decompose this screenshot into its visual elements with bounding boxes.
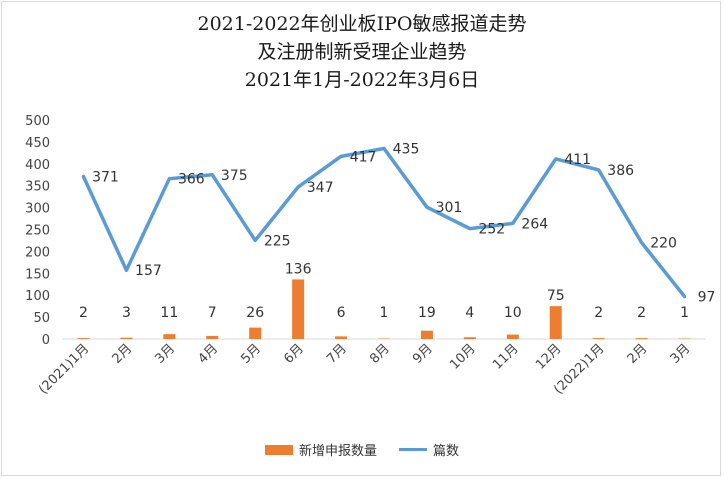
- line-label-12: 386: [607, 163, 634, 179]
- line-series-篇数: [81, 146, 687, 299]
- y-tick-label-3: 150: [25, 267, 50, 282]
- bar-0: [77, 338, 90, 339]
- line-label-14: 97: [698, 290, 716, 306]
- bar-label-0: 2: [79, 305, 88, 321]
- x-tick-label-3: 4月: [195, 341, 221, 367]
- line-label-9: 252: [478, 222, 505, 238]
- line-label-5: 347: [307, 180, 334, 196]
- x-tick-label-9: 10月: [447, 341, 478, 372]
- bar-label-8: 19: [418, 305, 436, 321]
- legend-label-bar: 新增申报数量: [298, 444, 377, 459]
- line-label-0: 371: [92, 170, 119, 186]
- legend-item-line: 篇数: [399, 440, 459, 459]
- chart-title-line-1: 2021-2022年创业板IPO敏感报道走势: [197, 13, 527, 35]
- bar-10: [506, 334, 519, 339]
- bar-label-4: 26: [246, 305, 264, 321]
- line-label-10: 264: [521, 216, 548, 232]
- bar-label-6: 6: [337, 305, 346, 321]
- bar-label-12: 2: [594, 305, 603, 321]
- y-tick-label-7: 350: [25, 180, 50, 195]
- bar-9: [463, 337, 476, 339]
- y-tick-label-1: 50: [33, 311, 50, 326]
- bar-1: [120, 337, 133, 339]
- chart-title-line-2: 及注册制新受理企业趋势: [257, 41, 467, 63]
- x-tick-label-2: 3月: [153, 341, 179, 367]
- line-label-1: 157: [135, 263, 162, 279]
- bar-2: [163, 334, 176, 339]
- bar-4: [249, 327, 262, 339]
- line-label-7: 435: [393, 141, 420, 157]
- bar-label-14: 1: [680, 305, 689, 321]
- x-tick-label-7: 8月: [367, 341, 393, 367]
- line-label-4: 225: [264, 233, 291, 249]
- bar-6: [335, 336, 348, 339]
- x-tick-label-6: 7月: [324, 341, 350, 367]
- y-tick-label-10: 500: [25, 114, 50, 129]
- y-tick-label-2: 100: [25, 289, 50, 304]
- y-tick-label-6: 300: [25, 202, 50, 217]
- line-label-3: 375: [221, 168, 248, 184]
- x-tick-label-5: 6月: [281, 341, 307, 367]
- x-tick-label-0: (2021)1月: [36, 341, 92, 397]
- line-label-13: 220: [650, 236, 677, 252]
- y-tick-label-4: 200: [25, 245, 50, 260]
- bar-5: [292, 279, 305, 339]
- legend-swatch-bar: [264, 444, 293, 455]
- y-tick-label-8: 400: [25, 158, 50, 173]
- legend-swatch-line: [399, 448, 427, 451]
- x-tick-label-13: 2月: [625, 341, 651, 367]
- bar-label-3: 7: [208, 305, 217, 321]
- x-tick-label-10: 11月: [490, 341, 521, 372]
- chart-title-line-3: 2021年1月-2022年3月6日: [244, 69, 480, 91]
- bar-8: [420, 330, 433, 339]
- x-tick-label-14: 3月: [668, 341, 694, 367]
- bar-label-13: 2: [637, 305, 646, 321]
- bar-label-9: 4: [465, 305, 474, 321]
- bar-label-7: 1: [380, 305, 389, 321]
- y-tick-label-5: 250: [25, 224, 50, 239]
- legend-label-line: 篇数: [433, 444, 460, 459]
- line-label-11: 411: [564, 152, 591, 168]
- x-tick-label-11: 12月: [533, 341, 564, 372]
- x-tick-label-8: 9月: [410, 341, 436, 367]
- x-tick-label-4: 5月: [238, 341, 264, 367]
- bar-11: [549, 306, 562, 339]
- bar-label-1: 3: [122, 305, 131, 321]
- y-tick-label-0: 0: [42, 333, 50, 348]
- bar-12: [592, 338, 605, 339]
- line-label-2: 366: [178, 172, 205, 188]
- x-tick-label-1: 2月: [110, 341, 136, 367]
- bar-label-11: 75: [547, 288, 565, 304]
- bar-label-2: 11: [160, 305, 178, 321]
- bar-3: [206, 335, 219, 339]
- line-label-8: 301: [436, 200, 463, 216]
- legend-item-bar: 新增申报数量: [264, 440, 377, 459]
- bar-13: [635, 338, 648, 339]
- chart-legend: 新增申报数量 篇数: [0, 440, 724, 459]
- line-label-6: 417: [350, 149, 377, 165]
- bar-label-5: 136: [285, 261, 312, 277]
- bar-label-10: 10: [504, 305, 522, 321]
- y-tick-label-9: 450: [25, 136, 50, 151]
